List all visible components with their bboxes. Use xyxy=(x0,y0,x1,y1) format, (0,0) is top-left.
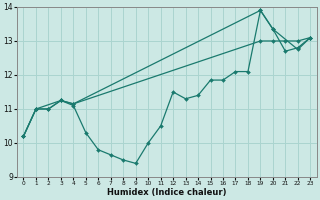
X-axis label: Humidex (Indice chaleur): Humidex (Indice chaleur) xyxy=(107,188,227,197)
